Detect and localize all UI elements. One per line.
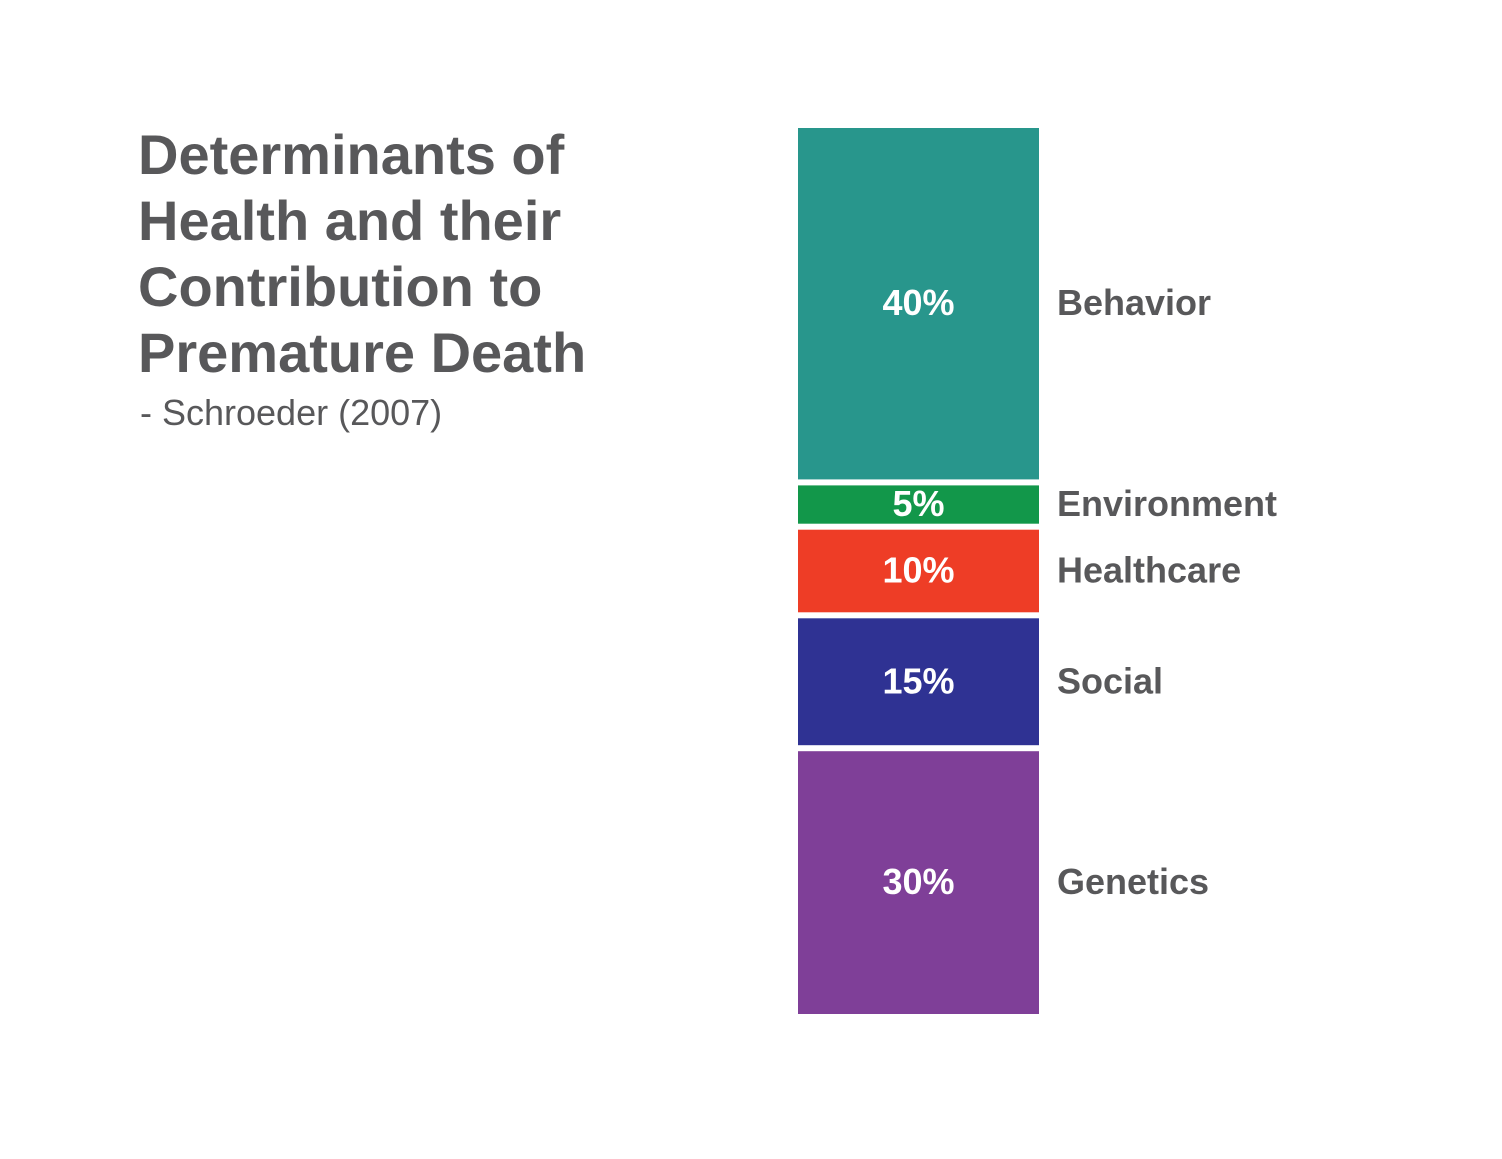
value-label: 30% bbox=[882, 861, 954, 902]
value-label: 10% bbox=[882, 550, 954, 591]
category-label: Social bbox=[1057, 660, 1163, 701]
bar-segment bbox=[798, 618, 1039, 746]
category-label: Genetics bbox=[1057, 861, 1209, 902]
value-label: 40% bbox=[882, 282, 954, 323]
category-label: Behavior bbox=[1057, 282, 1211, 323]
category-label: Environment bbox=[1057, 483, 1277, 524]
bar-segment bbox=[798, 485, 1039, 524]
bar-segment bbox=[798, 751, 1039, 1014]
bar-segment bbox=[798, 128, 1039, 480]
chart-subtitle: - Schroeder (2007) bbox=[140, 392, 443, 433]
category-label: Healthcare bbox=[1057, 550, 1241, 591]
chart-title: Determinants of Health and their Contrib… bbox=[138, 123, 587, 384]
value-label: 5% bbox=[892, 483, 944, 524]
bar-segment bbox=[798, 529, 1039, 613]
value-label: 15% bbox=[882, 660, 954, 701]
